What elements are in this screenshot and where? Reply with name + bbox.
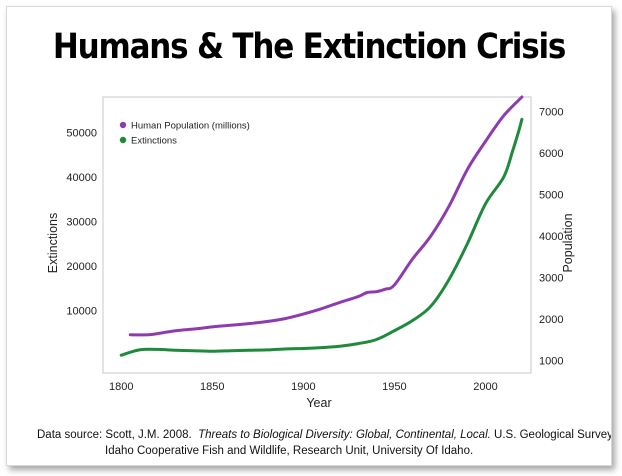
y-tick-label-left: 30000 xyxy=(66,217,97,229)
slide: Humans & The Extinction Crisis 10000 2000… xyxy=(6,6,612,466)
y-tick-label-right: 4000 xyxy=(539,231,563,243)
slide-title: Humans & The Extinction Crisis xyxy=(52,26,566,68)
y-tick-label-left: 10000 xyxy=(66,306,97,318)
y-tick-label-right: 3000 xyxy=(539,273,563,285)
x-axis-label: Year xyxy=(306,396,331,410)
y-axis-label-left: Extinctions xyxy=(46,213,60,273)
x-axis-ticks: 1800 1850 1900 1950 2000 xyxy=(109,381,498,393)
y-axis-label-right: Population xyxy=(561,213,575,272)
legend: Human Population (millions) Extinctions xyxy=(119,121,250,147)
data-source-note: Data source: Scott, J.M. 2008. Threats t… xyxy=(37,427,612,459)
y-tick-label-left: 20000 xyxy=(66,261,97,273)
chart: 10000 20000 30000 40000 50000 1000 2000 3000 40… xyxy=(46,95,575,410)
source-publisher: U.S. Geological Survey, xyxy=(494,429,612,441)
legend-marker-extinctions xyxy=(119,136,127,144)
plot-area xyxy=(102,96,532,374)
left-axis-ticks: 10000 20000 30000 40000 50000 xyxy=(66,128,97,318)
y-tick-label-right: 7000 xyxy=(539,107,563,119)
x-tick-label: 1950 xyxy=(382,381,406,393)
y-tick-label-right: 5000 xyxy=(539,190,563,202)
y-tick-label-left: 40000 xyxy=(66,172,97,184)
x-tick-label: 2000 xyxy=(473,381,497,393)
x-tick-label: 1850 xyxy=(200,381,224,393)
legend-marker-population xyxy=(119,121,127,129)
source-institution: Idaho Cooperative Fish and Wildlife, Res… xyxy=(105,445,474,457)
x-tick-label: 1900 xyxy=(291,381,315,393)
source-citation: Data source: Scott, J.M. 2008. xyxy=(37,429,192,441)
series-line-population xyxy=(128,95,524,337)
legend-label-population: Human Population (millions) xyxy=(131,121,250,132)
x-tick-label: 1800 xyxy=(109,381,133,393)
source-report-title: Threats to Biological Diversity: Global,… xyxy=(198,429,491,441)
right-axis-ticks: 1000 2000 3000 4000 5000 6000 7000 xyxy=(539,107,563,368)
source-line-2: Idaho Cooperative Fish and Wildlife, Res… xyxy=(37,443,611,459)
series-group xyxy=(119,95,524,357)
source-line-1: Data source: Scott, J.M. 2008. Threats t… xyxy=(37,427,612,443)
y-tick-label-right: 2000 xyxy=(539,314,563,326)
y-tick-label-right: 1000 xyxy=(539,356,563,368)
series-line-extinctions xyxy=(119,117,524,357)
y-tick-label-right: 6000 xyxy=(539,148,563,160)
y-tick-label-left: 50000 xyxy=(66,128,97,140)
legend-label-extinctions: Extinctions xyxy=(131,136,177,147)
